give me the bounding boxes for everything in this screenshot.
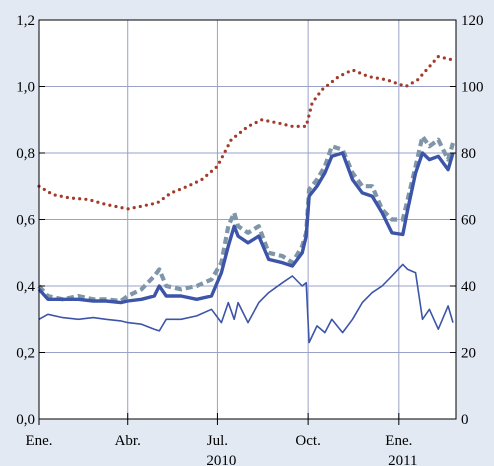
right-axis: 0 20 40 60 80 100 120 (450, 13, 484, 428)
y-right-tick-label: 0 (461, 412, 469, 428)
y-right-tick-label: 40 (461, 279, 476, 295)
series-line-4 (38, 263, 454, 344)
x-year-label: 2010 (206, 453, 236, 466)
y-left-tick-label: 0,8 (16, 146, 35, 162)
y-left-tick-label: 1,2 (16, 13, 35, 29)
y-left-tick-label: 0,4 (16, 279, 35, 295)
y-right-tick-label: 20 (461, 346, 476, 362)
y-right-tick-label: 120 (461, 13, 484, 29)
x-axis: Ene. Abr. Jul. 2010 Oct. Ene. 2011 (25, 413, 418, 466)
y-left-tick-label: 0,2 (16, 346, 35, 362)
left-axis: 0,0 0,2 0,4 0,6 0,8 1,0 1,2 (16, 13, 45, 428)
y-left-tick-label: 0,0 (16, 412, 35, 428)
x-year-label: 2011 (388, 453, 417, 466)
series-line-1 (37, 55, 455, 211)
x-tick-label: Oct. (295, 433, 320, 449)
x-tick-label: Ene. (385, 433, 412, 449)
x-tick-label: Abr. (115, 433, 141, 449)
x-tick-label: Jul. (207, 433, 228, 449)
series-line-3 (37, 151, 455, 305)
y-left-tick-label: 0,6 (16, 213, 35, 229)
y-right-tick-label: 60 (461, 213, 476, 229)
y-right-tick-label: 100 (461, 80, 484, 96)
y-left-tick-label: 1,0 (16, 80, 35, 96)
series-group (37, 55, 456, 344)
x-tick-label: Ene. (25, 433, 52, 449)
y-right-tick-label: 80 (461, 146, 476, 162)
